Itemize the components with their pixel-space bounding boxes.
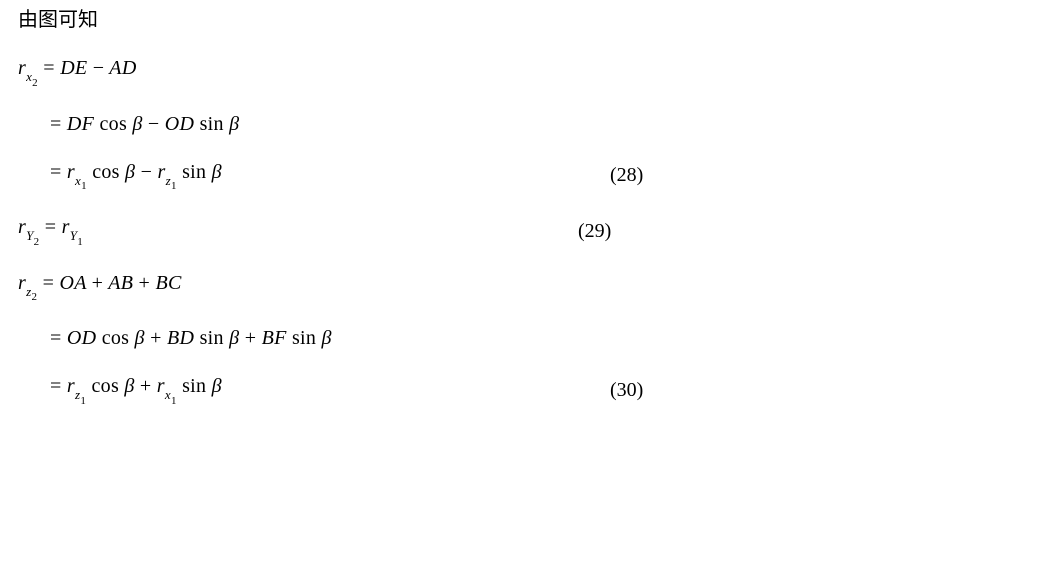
eq28-line1: rx2 = DE − AD bbox=[18, 57, 137, 79]
intro-text: 由图可知 bbox=[18, 10, 98, 30]
eq30-line2: = OD cos β + BD sin β + BF sin β bbox=[50, 327, 332, 349]
eq30-line1-row: rz2 = OA + AB + BC bbox=[18, 273, 1033, 301]
eq30-line1: rz2 = OA + AB + BC bbox=[18, 272, 182, 294]
intro-line: 由图可知 bbox=[18, 10, 1033, 30]
eq28-line3-row: = rx1 cos β − rz1 sin β (28) bbox=[18, 162, 1033, 190]
eq29-line1: rY2 = rY1 bbox=[18, 216, 83, 238]
eq30-line3-row: = rz1 cos β + rx1 sin β (30) bbox=[18, 376, 1033, 404]
math-derivation-block: 由图可知 rx2 = DE − AD = DF cos β − OD sin β… bbox=[0, 0, 1051, 414]
eq28-line2-row: = DF cos β − OD sin β bbox=[18, 114, 1033, 134]
eq30-line3: = rz1 cos β + rx1 sin β bbox=[50, 375, 222, 397]
eq29-row: rY2 = rY1 (29) bbox=[18, 217, 1033, 245]
eq30-line2-row: = OD cos β + BD sin β + BF sin β bbox=[18, 328, 1033, 348]
eq28-line2: = DF cos β − OD sin β bbox=[50, 113, 239, 135]
eq30-number: (30) bbox=[610, 380, 643, 400]
eq29-number: (29) bbox=[578, 221, 611, 241]
eq28-number: (28) bbox=[610, 165, 643, 185]
eq28-line1-row: rx2 = DE − AD bbox=[18, 58, 1033, 86]
eq28-line3: = rx1 cos β − rz1 sin β bbox=[50, 161, 222, 183]
